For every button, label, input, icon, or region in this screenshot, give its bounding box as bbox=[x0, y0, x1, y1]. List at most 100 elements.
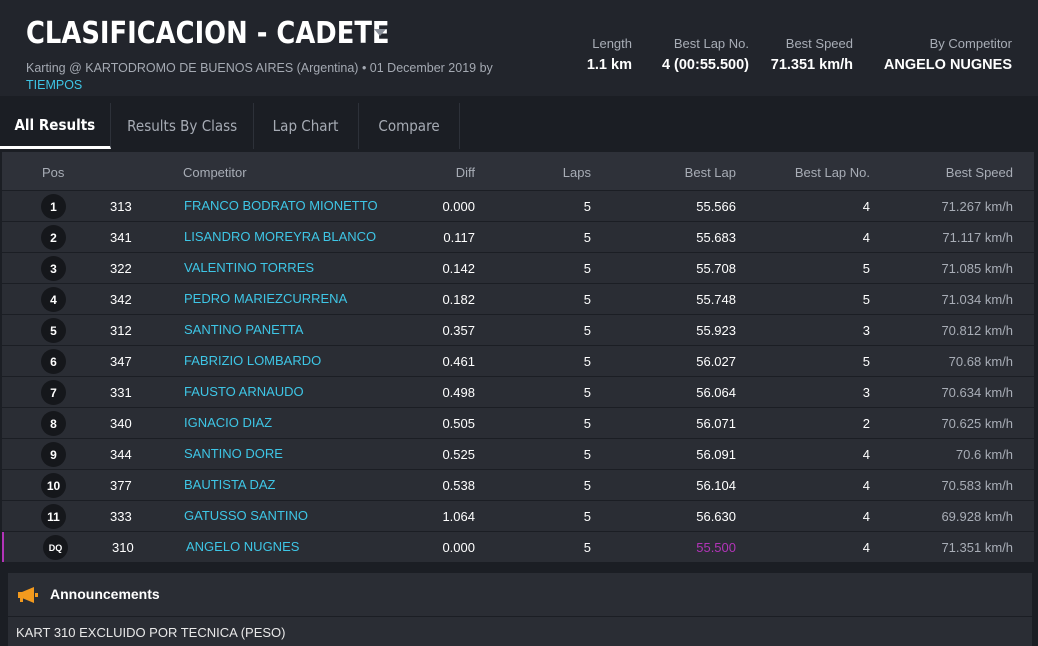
tab-results-by-class[interactable]: Results By Class bbox=[111, 103, 254, 149]
competitor-link[interactable]: FRANCO BODRATO MIONETTO bbox=[184, 198, 378, 213]
best-speed-value: 70.625 km/h bbox=[941, 416, 1013, 431]
announcements-title: Announcements bbox=[50, 586, 160, 602]
column-header-pos[interactable]: Pos bbox=[42, 165, 65, 180]
competitor-link[interactable]: FABRIZIO LOMBARDO bbox=[184, 353, 322, 368]
kart-number: 341 bbox=[110, 230, 132, 245]
table-row[interactable]: 2 341 LISANDRO MOREYRA BLANCO 0.117 5 55.683 4… bbox=[2, 222, 1034, 252]
table-row[interactable]: 8 340 IGNACIO DIAZ 0.505 5 56.071 2 70.625 km/h bbox=[2, 408, 1034, 438]
laps-value: 5 bbox=[583, 416, 591, 431]
stat-best-lap-no: Best Lap No. 4 (00:55.500) bbox=[662, 36, 749, 73]
kart-number: 322 bbox=[110, 261, 132, 276]
organizer-link[interactable]: TIEMPOS bbox=[26, 78, 83, 92]
column-header-best-lap[interactable]: Best Lap bbox=[684, 165, 736, 180]
title-wrap[interactable]: CLASIFICACION - CADETE bbox=[26, 16, 449, 51]
tab-all-results[interactable]: All Results bbox=[0, 103, 111, 149]
chevron-down-icon[interactable] bbox=[374, 29, 386, 36]
laps-value: 5 bbox=[583, 447, 591, 462]
best-speed-value: 69.928 km/h bbox=[941, 509, 1013, 524]
laps-value: 5 bbox=[583, 323, 591, 338]
table-row[interactable]: 5 312 SANTINO PANETTA 0.357 5 55.923 3 70.812 k… bbox=[2, 315, 1034, 345]
competitor-link[interactable]: FAUSTO ARNAUDO bbox=[184, 384, 304, 399]
table-row[interactable]: 7 331 FAUSTO ARNAUDO 0.498 5 56.064 3 70.634 km… bbox=[2, 377, 1034, 407]
table-row[interactable]: 10 377 BAUTISTA DAZ 0.538 5 56.104 4 70.583 km/… bbox=[2, 470, 1034, 500]
position-badge: 3 bbox=[41, 256, 66, 281]
tab-compare[interactable]: Compare bbox=[359, 103, 460, 149]
laps-value: 5 bbox=[583, 478, 591, 493]
competitor-link[interactable]: BAUTISTA DAZ bbox=[184, 477, 276, 492]
diff-value: 0.117 bbox=[443, 230, 475, 245]
best-lap-no-value: 3 bbox=[862, 385, 870, 400]
best-lap-value: 56.064 bbox=[696, 385, 736, 400]
best-lap-value: 56.104 bbox=[696, 478, 736, 493]
competitor-link[interactable]: PEDRO MARIEZCURRENA bbox=[184, 291, 348, 306]
competitor-link[interactable]: GATUSSO SANTINO bbox=[184, 508, 308, 523]
competitor-link[interactable]: ANGELO NUGNES bbox=[186, 539, 300, 554]
tab-lap-chart[interactable]: Lap Chart bbox=[254, 103, 359, 149]
table-row[interactable]: 1 313 FRANCO BODRATO MIONETTO 0.000 5 55.566 4… bbox=[2, 191, 1034, 221]
best-speed-value: 71.034 km/h bbox=[941, 292, 1013, 307]
best-lap-value: 55.566 bbox=[696, 199, 736, 214]
best-lap-value: 55.748 bbox=[696, 292, 736, 307]
position-badge: 1 bbox=[41, 194, 66, 219]
best-speed-value: 70.812 km/h bbox=[941, 323, 1013, 338]
kart-number: 312 bbox=[110, 323, 132, 338]
diff-value: 0.498 bbox=[442, 385, 475, 400]
tab-label: Results By Class bbox=[126, 117, 238, 135]
position-badge: 11 bbox=[41, 504, 66, 529]
best-lap-no-value: 4 bbox=[862, 509, 870, 524]
stat-value: ANGELO NUGNES bbox=[883, 57, 1012, 73]
stat-label: Best Speed bbox=[785, 36, 853, 51]
best-lap-value: 56.071 bbox=[696, 416, 736, 431]
best-lap-value: 55.923 bbox=[696, 323, 736, 338]
position-badge: 7 bbox=[41, 380, 66, 405]
kart-number: 310 bbox=[112, 540, 134, 555]
table-row[interactable]: 9 344 SANTINO DORE 0.525 5 56.091 4 70.6 km/h bbox=[2, 439, 1034, 469]
competitor-link[interactable]: VALENTINO TORRES bbox=[184, 260, 315, 275]
table-row[interactable]: DQ 310 ANGELO NUGNES 0.000 5 55.500 4 71.351 km… bbox=[2, 532, 1034, 562]
best-lap-no-value: 4 bbox=[862, 230, 870, 245]
stat-by-competitor: By Competitor ANGELO NUGNES bbox=[884, 36, 1012, 73]
diff-value: 0.525 bbox=[442, 447, 475, 462]
tab-label: Compare bbox=[378, 117, 440, 135]
best-lap-no-value: 2 bbox=[862, 416, 870, 431]
column-header-competitor[interactable]: Competitor bbox=[183, 165, 247, 180]
kart-number: 344 bbox=[110, 447, 132, 462]
best-lap-no-value: 4 bbox=[862, 199, 870, 214]
competitor-link[interactable]: IGNACIO DIAZ bbox=[184, 415, 273, 430]
kart-number: 340 bbox=[110, 416, 132, 431]
best-lap-no-value: 4 bbox=[862, 540, 870, 555]
announcement-text: KART 310 EXCLUIDO POR TECNICA (PESO) bbox=[16, 625, 286, 640]
column-header-diff[interactable]: Diff bbox=[455, 165, 475, 180]
stat-value: 4 (00:55.500) bbox=[661, 57, 749, 73]
table-row[interactable]: 11 333 GATUSSO SANTINO 1.064 5 56.630 4 69.928 … bbox=[2, 501, 1034, 531]
column-header-best-lap-no[interactable]: Best Lap No. bbox=[794, 165, 870, 180]
megaphone-icon bbox=[18, 587, 38, 603]
best-lap-value: 55.683 bbox=[696, 230, 736, 245]
competitor-link[interactable]: LISANDRO MOREYRA BLANCO bbox=[184, 229, 377, 244]
diff-value: 0.182 bbox=[442, 292, 475, 307]
column-header-laps[interactable]: Laps bbox=[562, 165, 591, 180]
kart-number: 331 bbox=[110, 385, 132, 400]
best-lap-value: 56.027 bbox=[696, 354, 736, 369]
diff-value: 0.000 bbox=[442, 540, 475, 555]
competitor-link[interactable]: SANTINO PANETTA bbox=[184, 322, 304, 337]
position-badge: 5 bbox=[41, 318, 66, 343]
stat-label: Length bbox=[592, 36, 632, 51]
column-header-best-speed[interactable]: Best Speed bbox=[945, 165, 1013, 180]
best-lap-no-value: 3 bbox=[862, 323, 870, 338]
stat-best-speed: Best Speed 71.351 km/h bbox=[771, 36, 853, 73]
position-badge: 10 bbox=[41, 473, 66, 498]
diff-value: 0.000 bbox=[442, 199, 475, 214]
laps-value: 5 bbox=[583, 292, 591, 307]
diff-value: 0.142 bbox=[442, 261, 475, 276]
best-lap-value: 55.708 bbox=[696, 261, 736, 276]
competitor-link[interactable]: SANTINO DORE bbox=[184, 446, 283, 461]
table-row[interactable]: 6 347 FABRIZIO LOMBARDO 0.461 5 56.027 5 70.68 … bbox=[2, 346, 1034, 376]
position-badge: 2 bbox=[41, 225, 66, 250]
laps-value: 5 bbox=[583, 509, 591, 524]
position-badge: 8 bbox=[41, 411, 66, 436]
table-row[interactable]: 3 322 VALENTINO TORRES 0.142 5 55.708 5 71.085 … bbox=[2, 253, 1034, 283]
results-header: CLASIFICACION - CADETE Karting @ KARTODR… bbox=[0, 0, 1038, 96]
laps-value: 5 bbox=[583, 354, 591, 369]
table-row[interactable]: 4 342 PEDRO MARIEZCURRENA 0.182 5 55.748 5 71.0… bbox=[2, 284, 1034, 314]
